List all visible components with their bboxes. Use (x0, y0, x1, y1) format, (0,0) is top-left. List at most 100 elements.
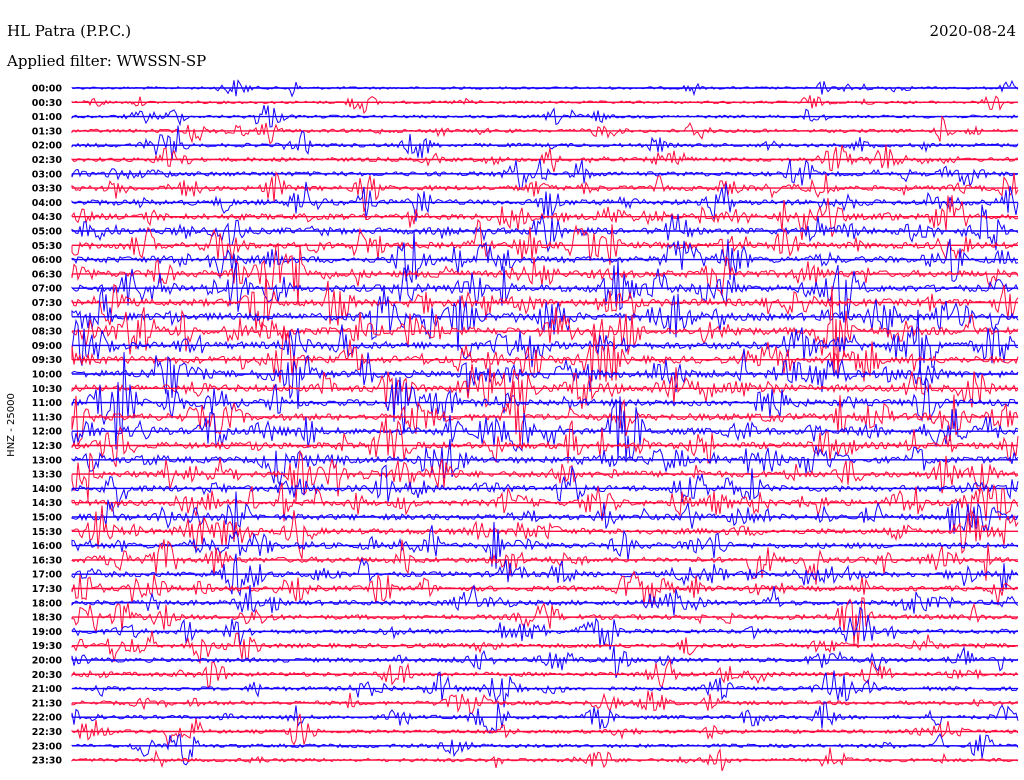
seismic-trace (71, 464, 1019, 508)
row-time-label: 05:00 (32, 227, 63, 238)
row-time-label: 01:30 (32, 126, 63, 137)
row-time-label: 07:30 (32, 298, 63, 309)
seismic-trace (71, 170, 1019, 213)
y-axis-label: HNZ - 25000 (6, 393, 17, 457)
row-time-label: 15:30 (32, 527, 63, 538)
row-time-label: 02:30 (32, 155, 63, 166)
row-time-label: 00:30 (32, 98, 63, 109)
row-time-label: 07:00 (32, 284, 63, 295)
seismic-trace (71, 125, 1019, 161)
row-time-label: 10:00 (32, 370, 63, 381)
seismic-trace (71, 713, 1019, 748)
row-time-label: 19:00 (32, 627, 63, 638)
seismic-trace (71, 521, 1019, 569)
row-time-label: 22:00 (32, 713, 63, 724)
seismic-trace (71, 553, 1019, 598)
seismic-trace (71, 597, 1019, 645)
seismic-trace (71, 259, 1019, 323)
seismic-trace (71, 658, 1019, 689)
row-time-label: 03:00 (32, 169, 63, 180)
row-time-label: 14:00 (32, 484, 63, 495)
row-time-label: 11:00 (32, 398, 63, 409)
row-time-label: 21:30 (32, 698, 63, 709)
seismic-trace (71, 352, 1019, 450)
seismic-trace (71, 747, 1019, 772)
seismic-trace (71, 630, 1019, 664)
seismic-trace (71, 450, 1019, 502)
seismic-trace (71, 438, 1019, 487)
row-time-label: 12:00 (32, 427, 63, 438)
row-time-label: 20:00 (32, 656, 63, 667)
seismic-trace (71, 570, 1019, 606)
row-time-label: 11:30 (32, 412, 63, 423)
row-time-label: 23:00 (32, 741, 63, 752)
seismic-trace (71, 309, 1019, 374)
row-time-label: 09:00 (32, 341, 63, 352)
seismic-trace (71, 115, 1019, 145)
seismic-trace (71, 242, 1019, 306)
seismic-trace (71, 381, 1019, 447)
row-time-label: 06:30 (32, 269, 63, 280)
seismic-trace (71, 287, 1019, 351)
seismic-trace (71, 273, 1019, 331)
seismic-trace (71, 670, 1019, 708)
seismic-trace (71, 158, 1019, 191)
row-time-label: 22:30 (32, 727, 63, 738)
row-time-label: 23:30 (32, 756, 63, 767)
seismic-trace (71, 79, 1019, 98)
row-time-label: 18:30 (32, 613, 63, 624)
row-time-label: 03:30 (32, 184, 63, 195)
seismic-trace (71, 363, 1019, 418)
seismic-trace (71, 95, 1019, 115)
row-time-label: 13:00 (32, 455, 63, 466)
row-time-label: 01:00 (32, 112, 63, 123)
row-time-label: 00:00 (32, 84, 63, 95)
filter-label: Applied filter: WWSSN-SP (6, 52, 206, 70)
seismic-trace (71, 491, 1019, 543)
trace-rows: 00:00 00:30 01:00 01:30 02:00 02:30 03:00 03:30… (32, 79, 1019, 772)
seismic-trace (71, 348, 1019, 409)
row-time-label: 04:30 (32, 212, 63, 223)
row-time-label: 08:30 (32, 327, 63, 338)
seismic-trace (71, 181, 1019, 222)
seismic-trace (71, 690, 1019, 715)
station-title: HL Patra (P.P.C.) (7, 22, 131, 40)
row-time-label: 04:00 (32, 198, 63, 209)
row-time-label: 06:00 (32, 255, 63, 266)
seismic-trace (71, 539, 1018, 585)
seismic-trace (71, 230, 1019, 283)
row-time-label: 10:30 (32, 384, 63, 395)
seismic-trace (71, 204, 1019, 253)
seismic-trace (71, 218, 1019, 265)
seismic-trace (71, 104, 1019, 128)
row-time-label: 08:00 (32, 312, 63, 323)
row-time-label: 12:30 (32, 441, 63, 452)
seismic-trace (71, 505, 1019, 560)
row-time-label: 05:30 (32, 241, 63, 252)
record-date: 2020-08-24 (930, 22, 1016, 40)
seismic-trace (71, 396, 1019, 462)
seismic-trace (71, 144, 1019, 173)
seismic-trace (71, 325, 1019, 383)
seismic-trace (71, 645, 1019, 679)
row-time-label: 14:30 (32, 498, 63, 509)
row-time-label: 17:00 (32, 570, 63, 581)
seismic-trace (71, 606, 1019, 650)
row-time-label: 16:30 (32, 555, 63, 566)
row-time-label: 16:00 (32, 541, 63, 552)
row-time-label: 18:00 (32, 598, 63, 609)
seismic-trace (71, 482, 1019, 522)
row-time-label: 02:00 (32, 141, 63, 152)
row-time-label: 13:30 (32, 470, 63, 481)
row-time-label: 09:30 (32, 355, 63, 366)
row-time-label: 17:30 (32, 584, 63, 595)
seismic-trace (71, 416, 1019, 468)
seismic-trace (71, 286, 1019, 377)
row-time-label: 20:30 (32, 670, 63, 681)
seismic-trace (71, 195, 1019, 241)
row-time-label: 19:30 (32, 641, 63, 652)
seismic-trace (71, 701, 1019, 734)
seismic-trace (71, 732, 1019, 766)
row-time-label: 21:00 (32, 684, 63, 695)
